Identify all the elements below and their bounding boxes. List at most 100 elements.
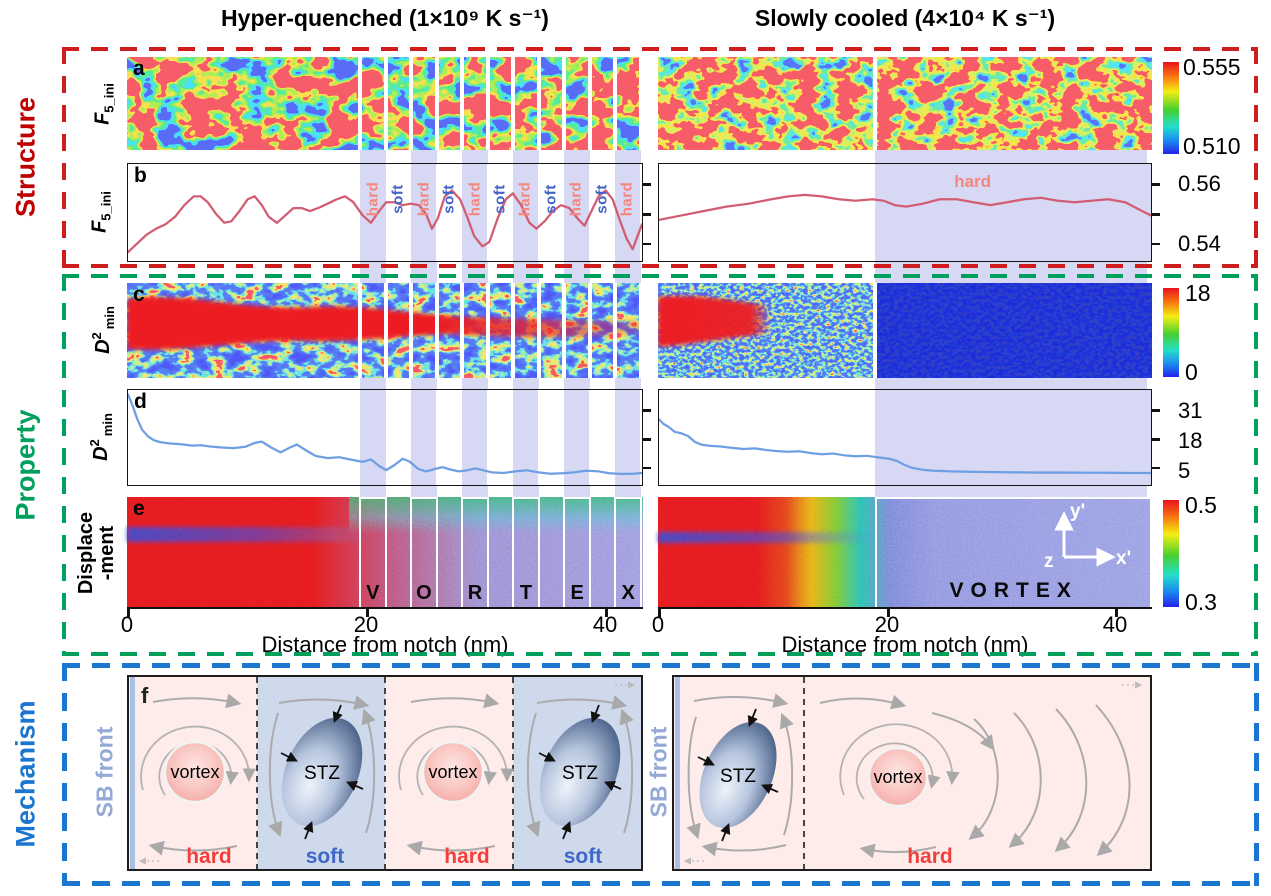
stz-text-right: STZ [720,766,756,787]
hard-band [563,390,590,485]
panel-b-left-plot: hard soft hard soft hard soft hard soft hard soft… [127,163,651,262]
vortex-letter: R [467,582,483,604]
ytick-b-054: 0.54 [1178,231,1221,256]
b-right-hard-label: hard [954,172,992,191]
d2min-curve-right [659,418,1151,475]
vortex-text-right: vortex [873,767,922,787]
y-tick [1152,466,1160,470]
vortex-letter: T [519,582,533,604]
hard-band [614,390,640,485]
y-prime-label: y' [1070,501,1085,522]
ytick-d-5: 5 [1178,458,1191,483]
ytick-b-056: 0.56 [1178,171,1221,196]
strip-gap [409,283,414,378]
y-tick [1152,409,1160,412]
soft-label-1: soft [306,845,345,868]
strip-gap [638,283,643,378]
y-tick [1152,213,1160,216]
strip-gap [613,283,618,378]
y-tick [643,213,651,216]
panel-a-left-heatmap: a [127,57,643,150]
property-box-bottom [62,652,1258,656]
strip-gap [485,57,490,150]
f5ini-heatmap-slowcooled [658,57,1152,150]
structure-box-left [62,47,66,268]
colorbar-e [1163,500,1179,607]
z-label: z [1044,551,1054,572]
strip-gap [358,57,363,150]
strip-gap [485,283,490,378]
structure-box-right [1254,47,1258,268]
panel-c-left-heatmap: c [127,283,643,378]
mechanism-box-right [1254,663,1259,886]
hard-label-right: hard [907,845,953,868]
panel-letter-a: a [133,57,145,80]
strip-gap [383,57,388,150]
vortex-letter: O [416,582,432,604]
property-box-top [62,274,1258,278]
panel-letter-f: f [141,683,149,708]
vortex-core-1 [163,740,227,804]
y-tick [643,438,651,441]
vortex-core-2 [421,740,485,804]
curve-b-right [659,193,1151,221]
vortex-region-box: VORTEX y' x' z [875,497,1152,609]
hard-band [512,390,539,485]
stz-ellipse-right [699,722,777,828]
d2min-heatmap-slowcooled [658,283,1152,378]
panel-letter-c: c [133,283,145,306]
strip-gap [434,283,439,378]
x-tick [1115,609,1118,617]
x-prime-label: x' [1116,548,1131,569]
panel-a-right-heatmap [658,57,1152,150]
hard-band-label: hard [364,181,382,217]
strip-gap [409,57,414,150]
vortex-letter-box: R [461,497,489,609]
x-tick-label: 0 [651,612,665,637]
hard-band-label: hard [466,181,484,217]
group-label-structure: Structure [10,96,41,218]
sb-front-divider-a [873,57,878,150]
vortex-letter-box: O [410,497,438,609]
colorbar-c [1163,288,1179,377]
hard-band-label: hard [618,181,636,217]
hard-band [360,390,386,485]
stz-text-2: STZ [562,763,598,784]
hard-label-1: hard [186,845,232,868]
x-tick [127,609,130,617]
hard-band-label: hard [567,181,585,217]
soft-band-label: soft [389,184,407,214]
ytick-d-18: 18 [1178,428,1203,453]
vortex-letter: V [366,582,380,604]
strip-gap [460,57,465,150]
x-tick [605,609,608,617]
panel-b-right-plot: hard [658,163,1160,262]
vortex-letter: E [570,582,584,604]
y-tick [643,183,651,186]
stz-ellipse-2 [539,717,621,827]
panel-e-right-displacement: VORTEX y' x' z [658,497,1152,609]
colorbar-a-max: 0.555 [1183,54,1241,80]
sb-front-line-right [675,677,680,869]
panel-e-left-displacement: V O R T E X e [127,497,643,609]
sb-front-line [130,677,135,869]
x-tick [658,609,661,617]
stz-ellipse-1 [281,717,363,827]
soft-band-label: soft [542,184,560,214]
strip-gap [536,283,541,378]
structure-box-bottom [62,264,1258,268]
group-label-mechanism: Mechanism [10,700,41,848]
strip-gap [358,283,363,378]
soft-band-label: soft [440,184,458,214]
mechanism-box-left [62,663,67,886]
x-tick [366,609,369,617]
hard-band [563,164,590,261]
right-uniform-blue [875,283,1152,378]
property-box-right [1254,274,1258,656]
vortex-text-2: vortex [428,762,477,782]
hard-band [614,164,640,261]
panel-f-right-schematic: STZ vortex hard [672,675,1152,871]
ylabel-d: D2min [87,413,115,461]
strip-gap [562,57,567,150]
curve-b-left [128,189,642,254]
